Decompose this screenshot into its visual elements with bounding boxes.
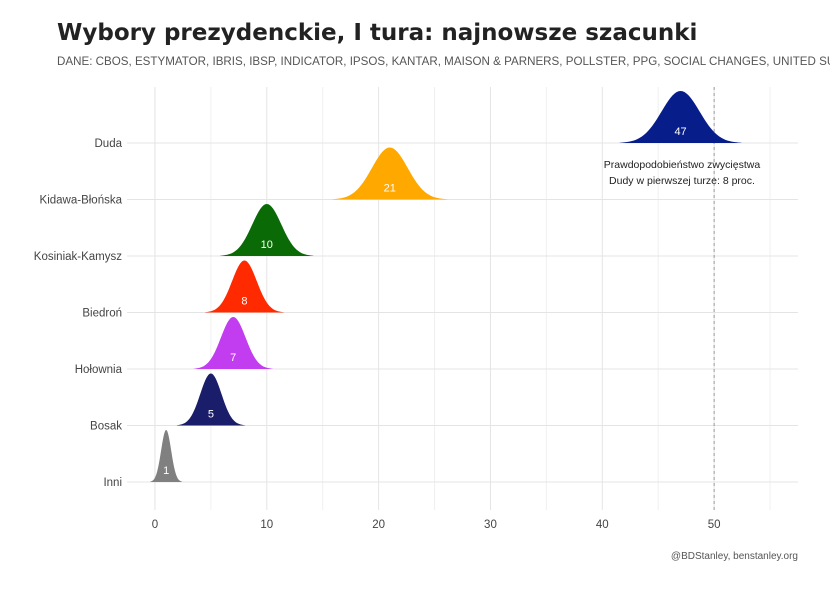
density-ridge xyxy=(332,147,448,200)
ridge-value-label: 10 xyxy=(261,239,273,251)
y-tick-label: Kidawa-Błońska xyxy=(40,195,123,207)
y-tick-label: Inni xyxy=(103,477,122,489)
ridge-value-label: 7 xyxy=(230,352,236,364)
x-tick-label: 40 xyxy=(596,519,609,531)
density-ridge xyxy=(193,317,273,369)
ridge-value-label: 8 xyxy=(241,296,247,308)
annotation-line: Prawdopodobieństwo zwycięstwa xyxy=(604,159,761,171)
density-ridge xyxy=(220,204,314,256)
y-tick-label: Duda xyxy=(95,138,123,150)
chart-subtitle: DANE: CBOS, ESTYMATOR, IBRIS, IBSP, INDI… xyxy=(57,55,830,68)
ridge-value-label: 5 xyxy=(208,409,214,421)
x-tick-label: 30 xyxy=(484,519,497,531)
y-tick-label: Bosak xyxy=(90,421,122,433)
chart-title: Wybory prezydenckie, I tura: najnowsze s… xyxy=(57,20,698,46)
annotation-line: Dudy w pierwszej turze: 8 proc. xyxy=(609,175,755,187)
y-tick-label: Biedroń xyxy=(82,308,122,320)
density-ridge xyxy=(150,430,183,482)
chart-caption: @BDStanley, benstanley.org xyxy=(670,551,798,562)
density-ridge xyxy=(619,91,742,143)
x-tick-label: 50 xyxy=(708,519,721,531)
x-tick-label: 0 xyxy=(152,519,158,531)
x-tick-label: 20 xyxy=(372,519,385,531)
ridge-value-label: 47 xyxy=(674,126,686,138)
x-tick-label: 10 xyxy=(260,519,273,531)
y-tick-label: Kosiniak-Kamysz xyxy=(34,251,122,263)
ridge-value-label: 1 xyxy=(163,465,169,477)
ridge-value-label: 21 xyxy=(384,183,396,195)
density-ridge xyxy=(176,373,245,426)
density-ridge xyxy=(205,260,284,313)
y-tick-label: Hołownia xyxy=(75,364,123,376)
